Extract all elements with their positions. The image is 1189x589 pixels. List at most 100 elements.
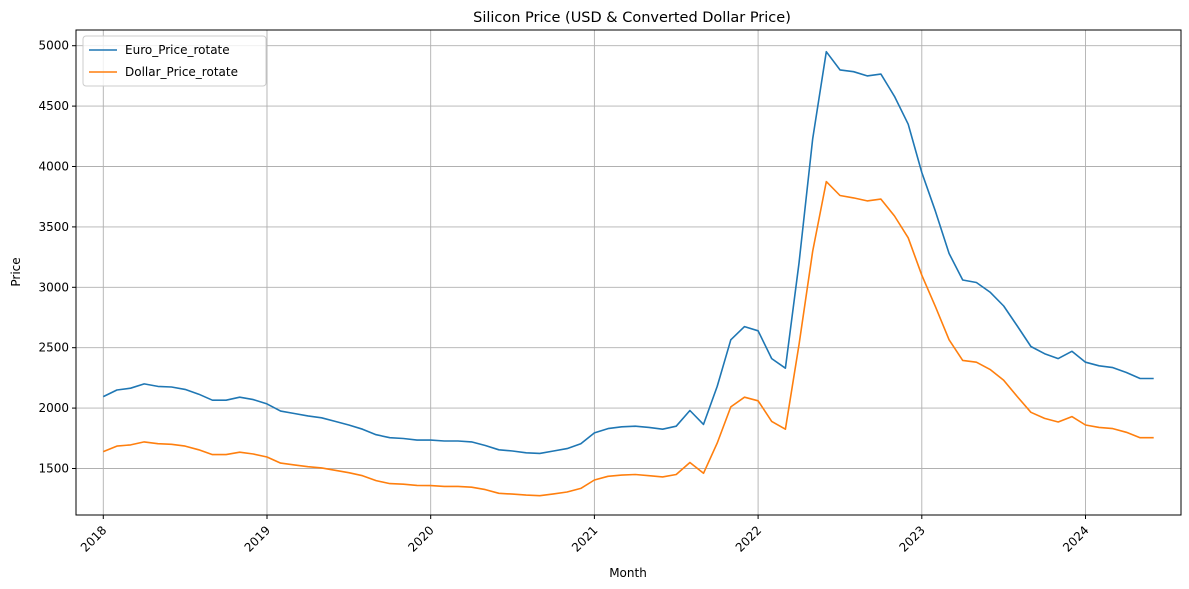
data-point xyxy=(866,75,868,77)
data-point xyxy=(1003,379,1005,381)
data-point xyxy=(1139,377,1141,379)
data-point xyxy=(784,428,786,430)
data-point xyxy=(852,197,854,199)
y-tick-label: 4000 xyxy=(38,160,69,174)
data-point xyxy=(1112,366,1114,368)
data-point xyxy=(839,69,841,71)
data-point xyxy=(293,464,295,466)
data-point xyxy=(484,488,486,490)
data-point xyxy=(320,467,322,469)
data-point xyxy=(143,441,145,443)
grid xyxy=(76,30,1181,515)
data-point xyxy=(307,466,309,468)
data-point xyxy=(225,453,227,455)
y-tick-label: 3000 xyxy=(38,280,69,294)
data-point xyxy=(880,198,882,200)
y-tick-label: 2000 xyxy=(38,401,69,415)
data-point xyxy=(593,432,595,434)
data-point xyxy=(457,485,459,487)
data-point xyxy=(225,399,227,401)
data-point xyxy=(989,368,991,370)
data-point xyxy=(1057,421,1059,423)
data-point xyxy=(266,456,268,458)
data-point xyxy=(962,359,964,361)
data-point xyxy=(825,180,827,182)
series-Euro_Price_rotate xyxy=(102,50,1154,455)
data-point xyxy=(1043,417,1045,419)
data-point xyxy=(975,361,977,363)
data-point xyxy=(320,417,322,419)
data-point xyxy=(948,252,950,254)
data-point xyxy=(934,210,936,212)
y-tick-label: 5000 xyxy=(38,39,69,53)
data-point xyxy=(239,396,241,398)
data-point xyxy=(757,400,759,402)
data-point xyxy=(457,440,459,442)
data-point xyxy=(730,406,732,408)
data-point xyxy=(798,344,800,346)
legend-label: Dollar_Price_rotate xyxy=(125,65,238,79)
series-line xyxy=(102,50,1154,455)
data-point xyxy=(129,444,131,446)
data-point xyxy=(443,440,445,442)
data-point xyxy=(375,434,377,436)
data-point xyxy=(279,410,281,412)
data-point xyxy=(812,138,814,140)
data-point xyxy=(648,426,650,428)
x-tick-label: 2022 xyxy=(733,523,764,554)
data-point xyxy=(1071,415,1073,417)
data-point xyxy=(334,469,336,471)
x-tick-label: 2019 xyxy=(242,523,273,554)
data-point xyxy=(648,475,650,477)
data-point xyxy=(1071,350,1073,352)
data-point xyxy=(539,452,541,454)
y-tick-label: 3500 xyxy=(38,220,69,234)
data-point xyxy=(1003,305,1005,307)
data-point xyxy=(375,479,377,481)
data-point xyxy=(812,250,814,252)
data-point xyxy=(334,420,336,422)
data-point xyxy=(198,449,200,451)
data-point xyxy=(1043,353,1045,355)
data-point xyxy=(771,357,773,359)
legend-frame xyxy=(82,35,267,87)
data-point xyxy=(1098,365,1100,367)
data-point xyxy=(689,409,691,411)
x-axis-ticks: 2018 2019 2020 2021 2022 2023 2024 xyxy=(78,515,1092,555)
data-point xyxy=(511,493,513,495)
data-point xyxy=(675,473,677,475)
data-point xyxy=(157,385,159,387)
data-point xyxy=(184,388,186,390)
data-point xyxy=(1112,427,1114,429)
data-point xyxy=(1098,426,1100,428)
data-point xyxy=(416,439,418,441)
y-tick-label: 4500 xyxy=(38,99,69,113)
data-point xyxy=(907,123,909,125)
data-point xyxy=(880,73,882,75)
data-point xyxy=(921,274,923,276)
data-point xyxy=(1084,361,1086,363)
y-tick-label: 2500 xyxy=(38,341,69,355)
data-point xyxy=(552,493,554,495)
data-point xyxy=(771,420,773,422)
data-point xyxy=(170,443,172,445)
data-point xyxy=(921,171,923,173)
data-point xyxy=(484,444,486,446)
x-tick-label: 2024 xyxy=(1060,523,1091,554)
data-point xyxy=(893,95,895,97)
data-point xyxy=(689,461,691,463)
data-point xyxy=(1125,431,1127,433)
data-point xyxy=(430,439,432,441)
data-point xyxy=(661,428,663,430)
data-point xyxy=(580,443,582,445)
data-point xyxy=(552,450,554,452)
data-point xyxy=(907,237,909,239)
data-point xyxy=(498,449,500,451)
data-point xyxy=(962,279,964,281)
data-point xyxy=(498,492,500,494)
data-point xyxy=(348,424,350,426)
legend: Euro_Price_rotate Dollar_Price_rotate xyxy=(82,35,267,87)
data-point xyxy=(279,462,281,464)
data-point xyxy=(539,495,541,497)
